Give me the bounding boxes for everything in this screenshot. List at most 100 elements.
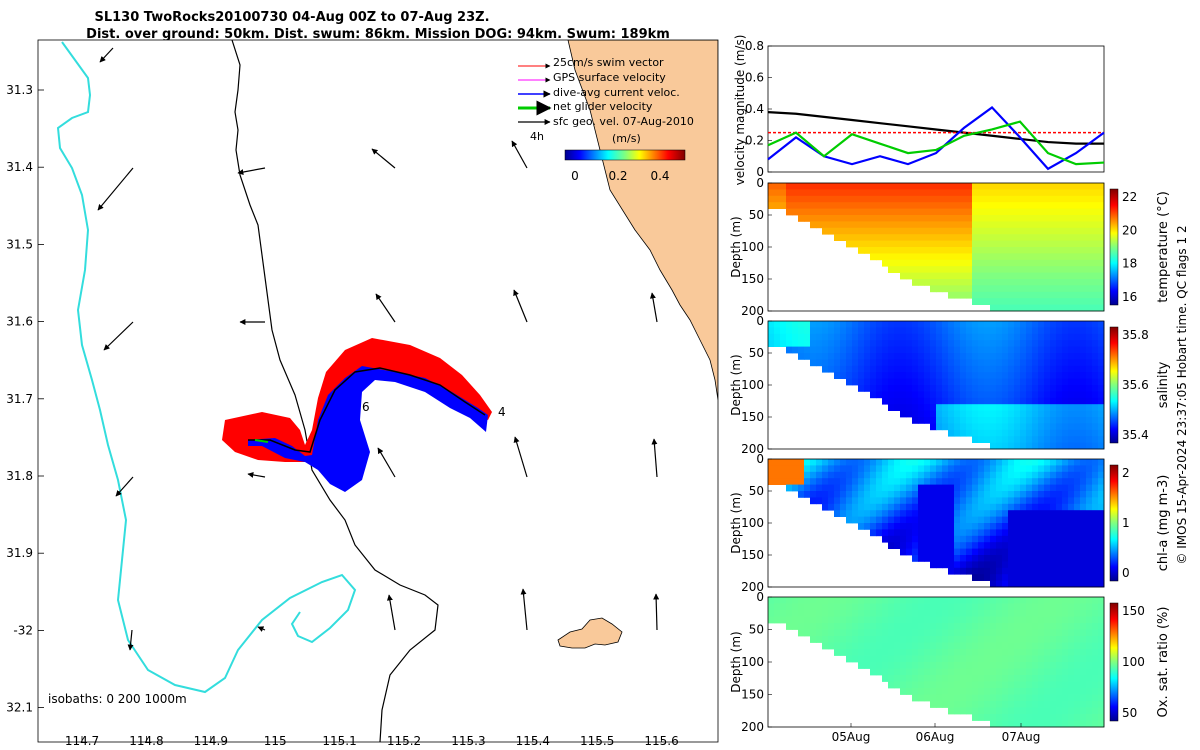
section-cell [810, 636, 817, 643]
section-cell [984, 714, 991, 721]
section-cell [1002, 215, 1009, 222]
section-cell [978, 423, 985, 431]
section-cell [870, 516, 877, 524]
section-cell [1074, 510, 1081, 517]
colorbar-label-temperature: temperature (°C) [1156, 191, 1171, 303]
section-cell [924, 372, 931, 379]
section-cell [1044, 655, 1051, 663]
section-cell [810, 459, 817, 466]
section-cell [942, 681, 949, 689]
section-cell [996, 629, 1003, 637]
section-cell [1002, 391, 1009, 399]
section-cell [1044, 346, 1051, 354]
section-cell [888, 346, 895, 354]
section-cell [978, 701, 985, 708]
section-cell [1050, 391, 1057, 399]
velocity-ytick-label: 0.2 [745, 134, 764, 148]
section-cell [768, 471, 775, 479]
section-cell [888, 253, 895, 261]
section-cell [1050, 655, 1057, 663]
section-cell [1026, 304, 1033, 312]
section-cell [924, 259, 931, 267]
section-cell [1068, 404, 1075, 411]
section-cell [912, 465, 919, 473]
section-cell [900, 629, 907, 637]
section-cell [1050, 410, 1057, 418]
section-cell [882, 385, 889, 392]
section-cell [1098, 404, 1105, 411]
section-cell [978, 616, 985, 624]
section-cell [1008, 208, 1015, 216]
section-cell [1032, 259, 1039, 267]
section-cell [1044, 365, 1051, 373]
section-cell [1008, 333, 1015, 341]
section-cell [1026, 668, 1033, 676]
section-cell [1026, 215, 1033, 222]
section-cell [1044, 240, 1051, 248]
section-cell [1026, 442, 1033, 450]
isobaths-label: isobaths: 0 200 1000m [48, 692, 187, 706]
section-cell [1056, 580, 1063, 588]
section-cell [1056, 321, 1063, 328]
section-cell [828, 465, 835, 473]
section-cell [966, 240, 973, 248]
section-cell [996, 359, 1003, 367]
section-cell [1050, 567, 1057, 575]
section-cell [978, 298, 985, 305]
section-cell [1062, 649, 1069, 656]
section-cell [1068, 397, 1075, 405]
section-cell [768, 603, 775, 611]
section-cell [984, 365, 991, 373]
section-cell [912, 503, 919, 511]
section-cell [1026, 688, 1033, 695]
section-cell [894, 385, 901, 392]
section-cell [882, 471, 889, 479]
section-cell [984, 629, 991, 637]
section-cell [1050, 491, 1057, 498]
section-cell [996, 529, 1003, 537]
section-cell [1020, 510, 1027, 517]
section-cell [972, 707, 979, 715]
section-cell [990, 662, 997, 669]
section-cell [1038, 649, 1045, 656]
section-cell [852, 597, 859, 604]
section-cell [1002, 629, 1009, 637]
section-cell [1050, 378, 1057, 386]
section-cell [1032, 720, 1039, 728]
section-cell [1014, 636, 1021, 643]
section-cell [954, 253, 961, 261]
section-cell [1080, 574, 1087, 581]
section-cell [846, 503, 853, 511]
section-cell [792, 333, 799, 341]
section-cell [1044, 535, 1051, 543]
section-cell [930, 610, 937, 617]
section-cell [810, 346, 817, 354]
section-cell [978, 247, 985, 254]
section-cell [1056, 279, 1063, 286]
section-cell [918, 279, 925, 286]
section-cell [1032, 410, 1039, 418]
section-cell [864, 340, 871, 347]
section-cell [1086, 567, 1093, 575]
section-cell [1008, 410, 1015, 418]
section-cell [978, 714, 985, 721]
section-cell [996, 391, 1003, 399]
section-cell [990, 523, 997, 530]
section-cell [786, 321, 793, 328]
section-cell [1020, 304, 1027, 312]
legend-swim: 25cm/s swim vector [553, 56, 664, 69]
section-cell [954, 259, 961, 267]
section-cell [960, 321, 967, 328]
section-cell [840, 597, 847, 604]
section-cell [1032, 529, 1039, 537]
section-cell [1008, 272, 1015, 280]
section-cell [1032, 516, 1039, 524]
section-cell [990, 491, 997, 498]
section-cell [1038, 555, 1045, 562]
section-cell [1074, 681, 1081, 689]
section-cell [972, 681, 979, 689]
section-cell [780, 183, 787, 190]
section-cell [978, 655, 985, 663]
section-cell [858, 340, 865, 347]
section-cell [876, 195, 883, 203]
